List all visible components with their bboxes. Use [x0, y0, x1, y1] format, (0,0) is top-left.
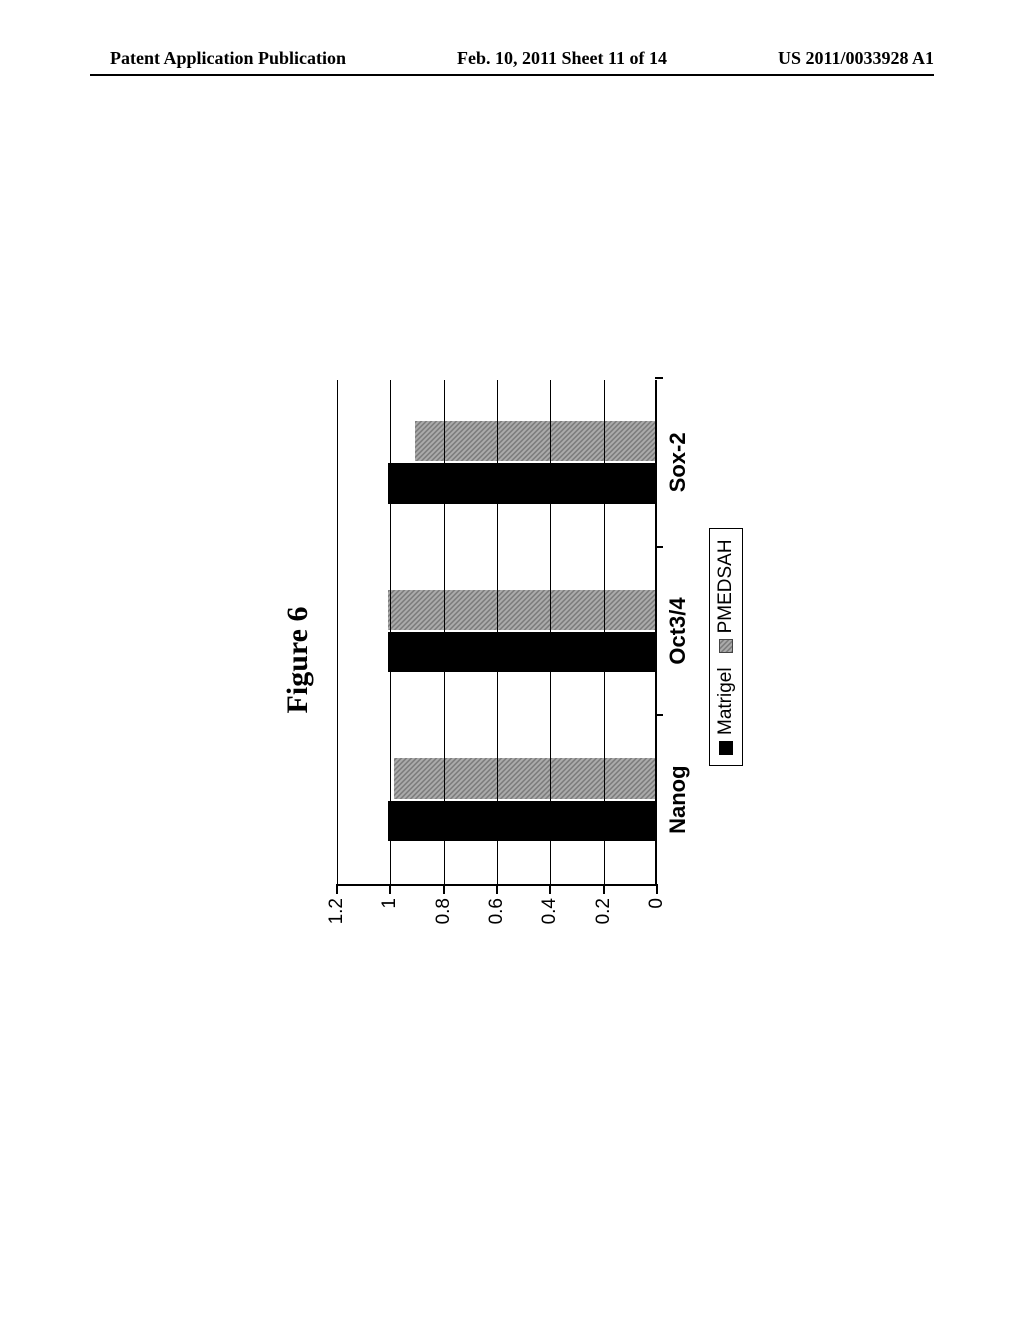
x-category-label: Nanog [665, 765, 691, 833]
header-middle: Feb. 10, 2011 Sheet 11 of 14 [457, 48, 667, 69]
y-tick-label: 0 [646, 898, 668, 909]
gridline [390, 380, 391, 884]
legend-item-pmedsah: PMEDSAH [715, 539, 737, 653]
bar-pmedsah-oct34 [388, 590, 655, 630]
bar-matrigel-nanog [388, 801, 655, 841]
y-tick [336, 884, 338, 894]
y-tick-label: 0.6 [486, 898, 508, 924]
bar-chart: 00.20.40.60.811.2NanogOct3/4Sox-2 Matrig… [337, 380, 743, 940]
bar-pmedsah-nanog [394, 758, 655, 798]
y-tick-label: 0.4 [539, 898, 561, 924]
y-tick-label: 1.2 [326, 898, 348, 924]
bar-pmedsah-sox2 [415, 421, 655, 461]
gridline [497, 380, 498, 884]
swatch-pmedsah [719, 639, 733, 653]
legend-item-matrigel: Matrigel [715, 667, 737, 755]
x-tick [655, 546, 663, 548]
header-left: Patent Application Publication [110, 48, 346, 69]
bar-matrigel-sox2 [388, 463, 655, 503]
plot-area: 00.20.40.60.811.2NanogOct3/4Sox-2 [337, 380, 657, 886]
x-category-label: Sox-2 [665, 432, 691, 492]
figure-6: Figure 6 00.20.40.60.811.2NanogOct3/4Sox… [281, 380, 743, 940]
header-divider [90, 74, 934, 76]
legend: Matrigel PMEDSAH [709, 528, 743, 766]
page-header: Patent Application Publication Feb. 10, … [0, 48, 1024, 69]
legend-label: Matrigel [715, 667, 737, 735]
figure-title: Figure 6 [281, 380, 315, 940]
bars-layer [337, 380, 655, 884]
legend-label: PMEDSAH [715, 539, 737, 633]
x-tick [655, 714, 663, 716]
header-right: US 2011/0033928 A1 [778, 48, 934, 69]
y-tick [603, 884, 605, 894]
y-tick [549, 884, 551, 894]
x-category-label: Oct3/4 [665, 597, 691, 664]
y-tick [389, 884, 391, 894]
y-tick-label: 0.8 [433, 898, 455, 924]
bar-matrigel-oct34 [388, 632, 655, 672]
x-tick [655, 377, 663, 379]
gridline [444, 380, 445, 884]
gridline [337, 380, 338, 884]
gridline [604, 380, 605, 884]
y-tick [443, 884, 445, 894]
gridline [550, 380, 551, 884]
y-tick [496, 884, 498, 894]
y-tick-label: 1 [379, 898, 401, 909]
y-tick [656, 884, 658, 894]
swatch-matrigel [719, 741, 733, 755]
y-tick-label: 0.2 [593, 898, 615, 924]
